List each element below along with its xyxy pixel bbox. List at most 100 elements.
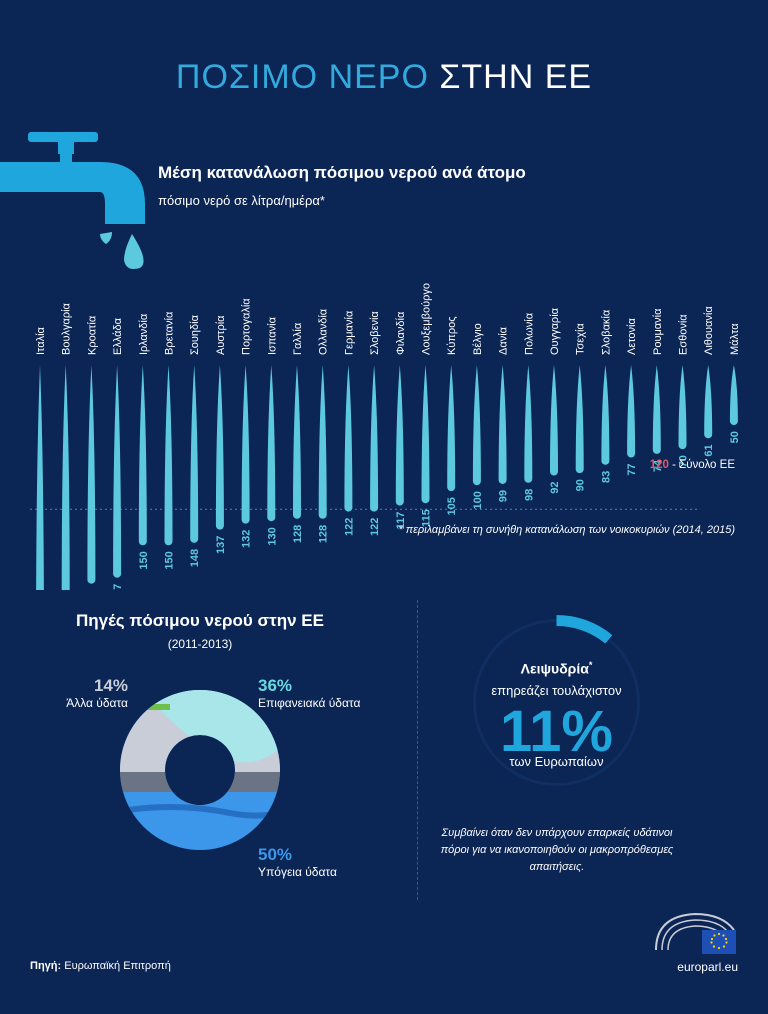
sources-donut	[119, 690, 280, 850]
value-label: 61	[703, 444, 715, 456]
value-label: 130	[266, 527, 278, 545]
value-label: 98	[523, 489, 535, 501]
country-label: Βέλγιο	[472, 323, 484, 355]
country-label: Ιταλία	[35, 326, 47, 355]
water-stress-percent: 11%	[500, 699, 613, 764]
drop-bar	[267, 365, 276, 522]
drop-bar	[190, 365, 199, 543]
country-label: Ουγγαρία	[549, 307, 561, 355]
drop-bar	[395, 365, 404, 506]
water-stress-note: Συμβαίνει όταν δεν υπάρχουν επαρκείς υδά…	[440, 827, 674, 873]
country-label: Κύπρος	[446, 316, 458, 355]
value-label: 83	[600, 471, 612, 483]
drop-bar	[87, 365, 96, 584]
drop-bar	[472, 365, 481, 486]
drop-bar	[318, 365, 327, 519]
country-label: Ελλάδα	[112, 317, 124, 355]
country-label: Σλοβενία	[369, 311, 381, 355]
country-label: Ισπανία	[266, 316, 278, 355]
country-label: Πορτογαλία	[241, 298, 253, 355]
value-label: 105	[446, 497, 458, 515]
chart-title: Μέση κατανάλωση πόσιμου νερού ανά άτομο	[158, 163, 526, 182]
ring-progress	[556, 615, 613, 644]
value-label: 150	[164, 551, 176, 569]
drop-bar	[498, 365, 507, 484]
drop-bar	[524, 365, 533, 483]
value-label: 50	[729, 431, 741, 443]
drop-bar	[575, 365, 584, 474]
country-label: Ρουμανία	[652, 308, 664, 355]
drop-bar	[370, 365, 379, 512]
value-label: 122	[369, 518, 381, 536]
country-label: Λετονία	[626, 317, 638, 355]
drop-bar	[293, 365, 301, 519]
consumption-chart: Ιταλία243Βουλγαρία191Κροατία182Ελλάδα177…	[30, 283, 741, 590]
country-label: Εσθονία	[678, 314, 690, 355]
country-label: Αυστρία	[215, 315, 227, 355]
country-label: Τσεχία	[575, 323, 587, 355]
value-label: 70	[678, 455, 690, 467]
country-label: Σουηδία	[189, 314, 201, 355]
drop-bar	[447, 365, 456, 492]
value-label: 128	[318, 525, 330, 543]
sources-title: Πηγές πόσιμου νερού στην ΕΕ	[75, 611, 324, 630]
water-stress-title: Λειψυδρία*	[520, 660, 593, 677]
value-label: 117	[395, 512, 407, 530]
value-label: 77	[626, 464, 638, 476]
drop-bar	[344, 365, 353, 512]
value-label: 115	[421, 509, 433, 527]
donut-slices	[119, 690, 280, 850]
drop-bar	[678, 365, 687, 450]
country-label: Βουλγαρία	[61, 302, 73, 355]
country-label: Γαλλία	[292, 322, 304, 355]
drop-bar	[421, 365, 430, 504]
country-label: Λιθουανία	[703, 306, 715, 355]
country-label: Γερμανία	[343, 310, 355, 355]
drop-bar	[215, 365, 224, 530]
value-label: 148	[189, 549, 201, 567]
value-label: 90	[575, 479, 587, 491]
value-label: 99	[498, 490, 510, 502]
drop-bar	[601, 365, 610, 465]
country-label: Ιρλανδία	[138, 313, 150, 355]
drop-bar	[61, 365, 70, 590]
country-label: Πολωνία	[523, 312, 535, 355]
drop-bar	[652, 365, 661, 454]
country-label: Ολλανδία	[318, 308, 330, 355]
water-stress-line: επηρεάζει τουλάχιστον	[491, 683, 622, 698]
country-label: Δανία	[498, 326, 510, 355]
page-title: ΠΟΣΙΜΟ ΝΕΡΟ ΣΤΗΝ ΕΕ	[175, 58, 593, 96]
value-label: 92	[549, 482, 561, 494]
parliament-logo	[655, 912, 736, 954]
source-credit: Πηγή: Ευρωπαϊκή Επιτροπή	[30, 960, 171, 972]
value-label: 137	[215, 536, 227, 554]
drop-bar	[113, 365, 122, 578]
value-label: 100	[472, 491, 484, 509]
country-label: Λουξεμβούργο	[421, 283, 433, 355]
site-link[interactable]: europarl.eu	[677, 960, 738, 974]
value-label: 132	[241, 530, 253, 548]
value-label: 74	[652, 459, 664, 472]
drop-bar	[550, 365, 558, 476]
value-label: 177	[112, 584, 124, 590]
drop-bar	[36, 365, 44, 590]
water-stress-who: των Ευρωπαίων	[509, 754, 604, 769]
legend-other-water: 14% Άλλα ύδατα	[66, 676, 128, 710]
drop-bar	[164, 365, 173, 546]
value-label: 150	[138, 551, 150, 569]
chart-subtitle: πόσιμο νερό σε λίτρα/ημέρα*	[158, 193, 325, 208]
eu-average-label: 120 - Σύνολο ΕΕ	[649, 459, 735, 471]
country-label: Κροατία	[86, 315, 98, 355]
country-label: Βρετανία	[164, 311, 176, 355]
drop-bar	[627, 365, 636, 458]
drop-bar	[138, 365, 147, 546]
country-label: Μάλτα	[729, 323, 741, 355]
legend-surface-water: 36% Επιφανειακά ύδατα	[258, 676, 361, 710]
legend-ground-water: 50% Υπόγεια ύδατα	[258, 845, 337, 879]
country-label: Σλοβακία	[600, 309, 612, 355]
country-label: Φιλανδία	[395, 311, 407, 355]
drop-bar	[704, 365, 713, 439]
value-label: 122	[343, 518, 355, 536]
value-label: 128	[292, 525, 304, 543]
